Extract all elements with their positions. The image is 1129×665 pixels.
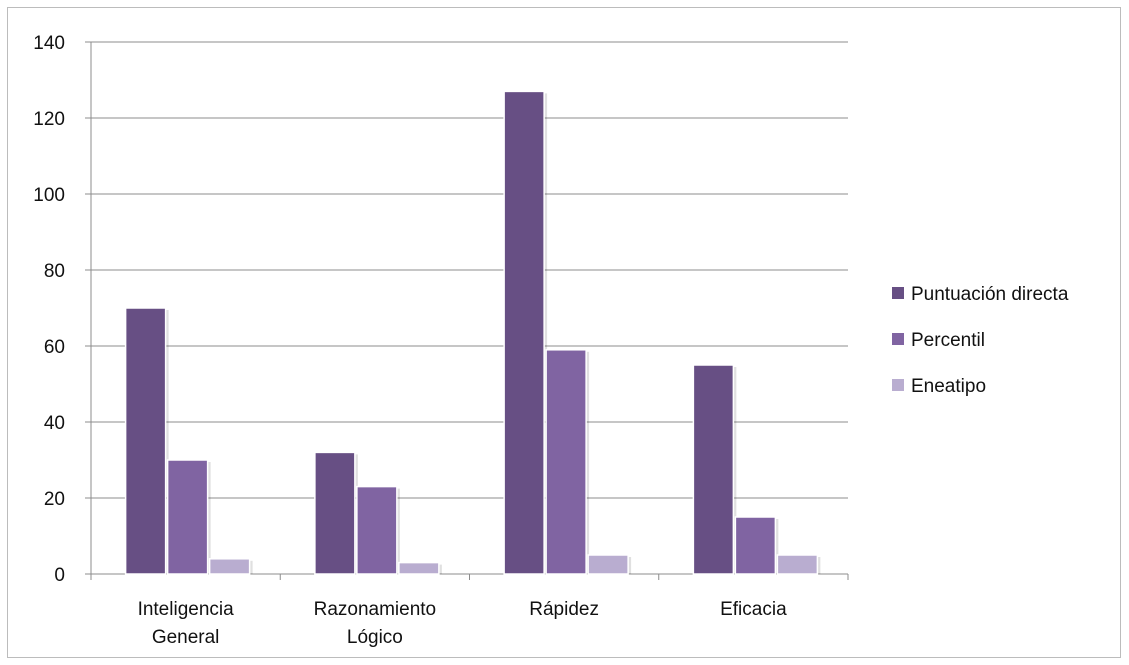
- bar-0-2: [208, 558, 251, 575]
- legend-swatch-2: [892, 379, 904, 391]
- bar-0-1: [166, 459, 209, 575]
- bar-3-2: [776, 554, 819, 575]
- x-tick-label: Eficacia: [720, 599, 787, 620]
- legend-label-1: Percentil: [911, 330, 985, 351]
- y-tick-label: 40: [44, 413, 65, 434]
- x-tick-label: Inteligencia: [138, 599, 235, 620]
- x-tick-label: Lógico: [347, 627, 403, 648]
- bars: [124, 90, 821, 575]
- bar-1-2: [398, 561, 440, 575]
- x-tick-label: General: [152, 627, 220, 648]
- y-tick-label: 0: [54, 565, 65, 586]
- x-tick-label: Rápidez: [529, 599, 599, 620]
- legend: Puntuación directa Percentil Eneatipo: [892, 284, 1069, 397]
- bar-1-1: [356, 485, 398, 575]
- legend-label-2: Eneatipo: [911, 376, 986, 397]
- y-tick-label: 100: [33, 185, 65, 206]
- tick-labels: 0 20 40 60 80 100 120 140 Inteligencia General Raz…: [33, 33, 787, 648]
- legend-label-0: Puntuación directa: [911, 284, 1069, 305]
- x-tick-label: Razonamiento: [314, 599, 437, 620]
- bar-3-0: [692, 364, 735, 575]
- y-tick-label: 20: [44, 489, 65, 510]
- bar-0-0: [124, 307, 167, 575]
- bar-3-1: [734, 516, 777, 575]
- bar-2-2: [587, 554, 629, 575]
- bar-2-0: [503, 90, 545, 575]
- legend-swatch-1: [892, 333, 904, 345]
- bar-2-1: [545, 349, 587, 575]
- y-tick-label: 120: [33, 109, 65, 130]
- legend-swatch-0: [892, 287, 904, 299]
- y-tick-label: 140: [33, 33, 65, 54]
- y-tick-label: 80: [44, 261, 65, 282]
- y-tick-label: 60: [44, 337, 65, 358]
- bar-1-0: [314, 451, 356, 575]
